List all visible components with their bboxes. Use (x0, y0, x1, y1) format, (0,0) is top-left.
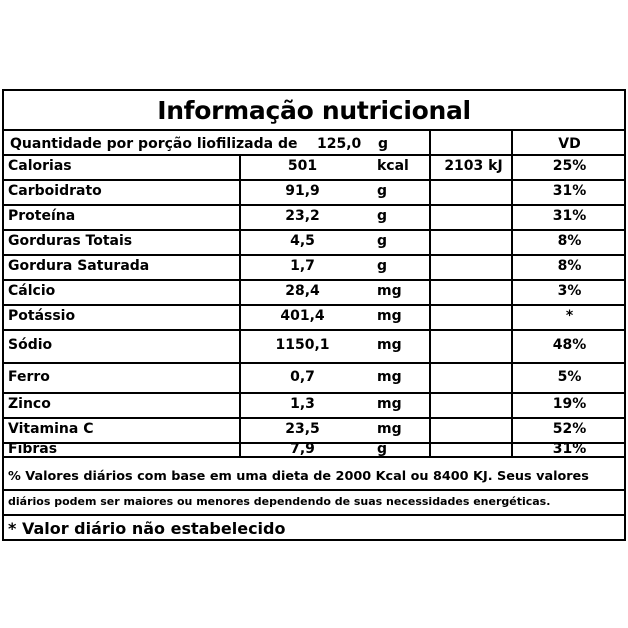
title-divider (4, 129, 624, 131)
nutrient-vd: 52% (552, 421, 587, 437)
nutrient-vd: 8% (557, 233, 582, 249)
nutrient-unit: mg (377, 308, 402, 324)
nutrient-name: Calorias (8, 158, 72, 174)
nutrient-extra: 2103 kJ (444, 158, 503, 174)
nutrition-facts-table: Informação nutricional Quantidade por po… (2, 89, 626, 541)
portion-unit: g (378, 136, 389, 152)
nutrient-amount: 4,5 (290, 233, 315, 249)
nutrient-name: Gorduras Totais (8, 233, 133, 249)
nutrient-amount: 1,7 (290, 258, 315, 274)
nutrient-vd: 31% (552, 183, 587, 199)
nutrient-name: Potássio (8, 308, 76, 324)
nutrient-vd: 31% (552, 208, 587, 224)
nutrient-amount: 23,2 (285, 208, 320, 224)
row-divider (4, 179, 624, 181)
nutrient-amount: 7,9 (290, 441, 315, 457)
nutrient-unit: kcal (377, 158, 409, 174)
portion-divider (4, 154, 624, 156)
nutrient-name: Zinco (8, 396, 51, 412)
row-divider (4, 254, 624, 256)
nutrient-name: Gordura Saturada (8, 258, 150, 274)
portion-label: Quantidade por porção liofilizada de (10, 136, 298, 152)
nutrient-amount: 0,7 (290, 369, 315, 385)
nutrient-unit: g (377, 208, 388, 224)
nutrient-unit: g (377, 233, 388, 249)
nutrient-vd: 3% (557, 283, 582, 299)
vd-header: VD (558, 136, 581, 152)
nutrient-unit: mg (377, 421, 402, 437)
nutrient-unit: mg (377, 396, 402, 412)
row-divider (4, 392, 624, 394)
nutrient-amount: 23,5 (285, 421, 320, 437)
nutrient-name: Cálcio (8, 283, 56, 299)
row-divider (4, 417, 624, 419)
nutrient-name: Proteína (8, 208, 76, 224)
row-divider (4, 204, 624, 206)
portion-column-divider (429, 129, 431, 154)
row-divider (4, 442, 624, 444)
nutrient-unit: g (377, 258, 388, 274)
nutrient-unit: mg (377, 369, 402, 385)
nutrient-vd: 19% (552, 396, 587, 412)
row-divider (4, 304, 624, 306)
footnote-daily-values-cont: diários podem ser maiores ou menores dep… (8, 495, 551, 508)
nutrient-amount: 91,9 (285, 183, 320, 199)
footnote-divider (4, 456, 624, 458)
column-divider-name (239, 154, 241, 456)
row-divider (4, 329, 624, 331)
nutrient-vd: 25% (552, 158, 587, 174)
footnote-not-established: * Valor diário não estabelecido (8, 519, 286, 538)
column-divider-unit (429, 154, 431, 456)
nutrient-name: Ferro (8, 369, 50, 385)
row-divider (4, 362, 624, 364)
nutrient-unit: mg (377, 283, 402, 299)
footnote-divider-3 (4, 514, 624, 516)
nutrient-name: Fibras (8, 441, 58, 457)
table-title: Informação nutricional (157, 96, 471, 125)
footnote-daily-values: % Valores diários com base em uma dieta … (8, 469, 589, 484)
nutrient-vd: 48% (552, 337, 587, 353)
nutrient-amount: 28,4 (285, 283, 320, 299)
nutrient-vd: 5% (557, 369, 582, 385)
nutrient-unit: mg (377, 337, 402, 353)
nutrient-vd: 8% (557, 258, 582, 274)
row-divider (4, 279, 624, 281)
nutrient-amount: 1,3 (290, 396, 315, 412)
nutrient-amount: 1150,1 (275, 337, 330, 353)
nutrient-name: Vitamina C (8, 421, 94, 437)
portion-amount: 125,0 (317, 136, 362, 152)
nutrient-unit: g (377, 441, 388, 457)
nutrient-vd: * (565, 308, 574, 324)
row-divider (4, 229, 624, 231)
nutrient-unit: g (377, 183, 388, 199)
nutrient-amount: 401,4 (280, 308, 325, 324)
column-divider-vd (511, 129, 513, 456)
nutrient-name: Sódio (8, 337, 53, 353)
footnote-divider-2 (4, 489, 624, 491)
nutrient-name: Carboidrato (8, 183, 102, 199)
nutrient-vd: 31% (552, 441, 587, 457)
nutrient-amount: 501 (287, 158, 318, 174)
